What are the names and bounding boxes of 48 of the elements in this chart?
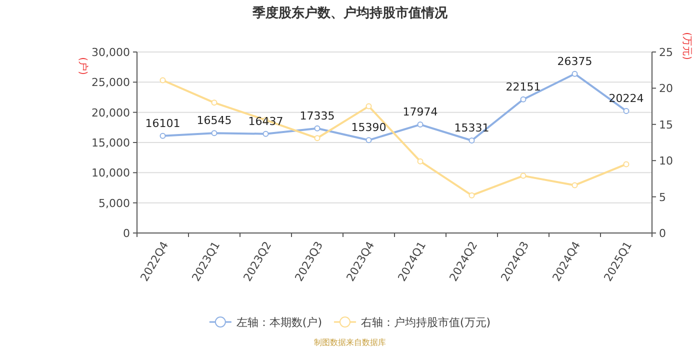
legend-label: 右轴：户均持股市值(万元) — [361, 316, 491, 329]
data-label: 15390 — [351, 121, 386, 134]
data-label: 16101 — [145, 116, 180, 130]
y-tick-label: 5,000 — [98, 196, 130, 210]
point — [417, 122, 424, 128]
point — [211, 130, 218, 136]
point — [572, 70, 578, 77]
point — [160, 132, 166, 139]
point — [520, 172, 526, 179]
point — [211, 100, 218, 106]
point — [468, 138, 475, 144]
legend-label: 左轴：本期数(户) — [236, 316, 322, 329]
point — [572, 182, 578, 188]
data-label: 22151 — [506, 80, 541, 94]
point — [314, 135, 320, 142]
y-tick-label: 0 — [123, 227, 130, 240]
y2-tick-label: 5 — [659, 190, 666, 204]
data-label: 16437 — [248, 114, 284, 128]
y-axis-title: (户) — [77, 57, 89, 75]
text: 制图数据来自数据库 — [314, 338, 386, 347]
data-label: 17974 — [402, 106, 438, 119]
y-tick-label: 15,000 — [92, 136, 130, 150]
y-tick-label: 20,000 — [92, 106, 130, 120]
data-label: 17335 — [300, 109, 335, 122]
data-label: 20224 — [608, 92, 644, 105]
point — [623, 108, 630, 114]
y2-tick-label: 25 — [659, 46, 673, 59]
y-tick-label: 10,000 — [92, 166, 130, 180]
data-label: 15331 — [454, 122, 490, 135]
point — [314, 125, 320, 132]
y2-tick-label: 10 — [659, 154, 673, 168]
point — [262, 130, 269, 137]
data-label: 26375 — [557, 54, 592, 68]
y2-axis-title: (万元) — [681, 32, 692, 60]
y2-tick-label: 20 — [659, 82, 673, 96]
data-label: 16545 — [196, 114, 232, 128]
y-tick-label: 30,000 — [92, 46, 130, 59]
point — [417, 158, 424, 164]
point — [623, 161, 630, 168]
y-tick-label: 25,000 — [92, 76, 130, 90]
point — [366, 103, 372, 110]
point — [468, 192, 475, 198]
point — [366, 137, 372, 144]
y2-tick-label: 0 — [659, 227, 666, 240]
point — [160, 77, 166, 84]
point — [520, 96, 526, 102]
y2-tick-label: 15 — [659, 118, 673, 132]
chart-title: 季度股东户数、户均持股市值情况 — [252, 5, 448, 21]
